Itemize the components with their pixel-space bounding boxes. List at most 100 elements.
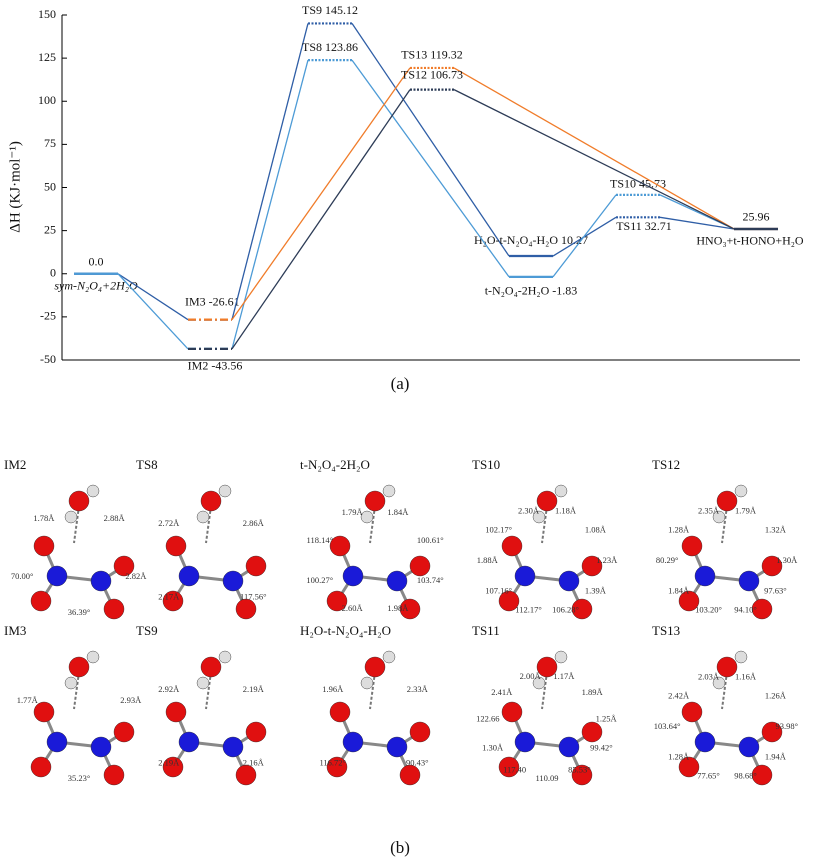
atom <box>360 510 374 524</box>
atom <box>162 590 184 612</box>
measure-label: 85.53° <box>568 765 591 775</box>
y-tick-label: -25 <box>40 309 56 323</box>
connector <box>231 23 309 320</box>
measure-label: 1.77Å <box>17 695 39 705</box>
h-bond <box>205 505 212 544</box>
measure-label: 2.82Å <box>125 571 147 581</box>
measure-label: 1.89Å <box>582 687 604 697</box>
connector <box>231 67 411 321</box>
measure-label: 77.65° <box>697 770 720 780</box>
atom <box>694 565 716 587</box>
measure-label: 2.17Å <box>158 592 180 602</box>
measure-label: 94.10° <box>734 604 757 614</box>
measure-label: 2.41Å <box>491 687 513 697</box>
atom <box>113 555 135 577</box>
measure-label: 112.17° <box>515 604 541 614</box>
panel-label: (a) <box>391 374 410 393</box>
value-label: TS13 119.32 <box>401 48 463 62</box>
atom <box>514 565 536 587</box>
measure-label: 2.30Å <box>518 505 540 515</box>
connector <box>552 194 617 278</box>
atom <box>196 676 210 690</box>
structure-title: t-N₂O₄-2H₂O <box>300 457 370 472</box>
measure-label: 2.19Å <box>158 758 180 768</box>
value-label: TS8 123.86 <box>302 40 358 54</box>
value-label: 25.96 <box>743 210 770 224</box>
atom <box>581 555 603 577</box>
measure-label: 107.16° <box>485 586 512 596</box>
y-tick-label: 150 <box>38 7 56 21</box>
h-bond <box>369 505 376 544</box>
measure-label: 36.39° <box>68 607 91 617</box>
measure-label: 1.78Å <box>33 513 55 523</box>
connector <box>117 273 189 321</box>
atom <box>382 650 396 664</box>
measure-label: 2.00Å <box>520 671 542 681</box>
connector <box>453 67 735 230</box>
atom <box>218 650 232 664</box>
measure-label: 103.20° <box>695 604 722 614</box>
atom <box>678 756 700 778</box>
atom <box>751 598 773 620</box>
atom <box>326 756 348 778</box>
measure-label: 1.32Å <box>765 524 787 534</box>
measure-label: 1.16Å <box>735 671 757 681</box>
measure-label: 93.98° <box>776 721 799 731</box>
atom <box>46 731 68 753</box>
measure-label: 97.63° <box>764 586 787 596</box>
measure-label: 2.03Å <box>698 671 720 681</box>
atom <box>326 590 348 612</box>
connector <box>231 89 411 350</box>
measure-label: 1.28Å <box>668 752 690 762</box>
atom <box>342 565 364 587</box>
atom <box>178 731 200 753</box>
atom <box>712 676 726 690</box>
atom <box>46 565 68 587</box>
atom <box>571 764 593 786</box>
measure-label: 1.79Å <box>342 507 364 517</box>
atom <box>571 598 593 620</box>
atom <box>409 555 431 577</box>
atom <box>165 535 187 557</box>
atom <box>30 590 52 612</box>
atom <box>364 490 386 512</box>
atom <box>382 484 396 498</box>
structure-title: TS11 <box>472 623 500 638</box>
measure-label: 2.16Å <box>243 758 265 768</box>
atom <box>738 570 760 592</box>
atom <box>536 490 558 512</box>
measure-label: 118.14° <box>307 535 333 545</box>
measure-label: 2.33Å <box>407 684 429 694</box>
h-bond <box>541 671 548 710</box>
atom <box>329 701 351 723</box>
structure-title: IM3 <box>4 623 26 638</box>
measure-label: 1.84Å <box>387 507 409 517</box>
atom <box>30 756 52 778</box>
h-bond <box>369 671 376 710</box>
atom <box>245 721 267 743</box>
measure-label: 1.96Å <box>322 684 344 694</box>
structure-title: TS10 <box>472 457 500 472</box>
atom <box>716 490 738 512</box>
atom <box>103 598 125 620</box>
measure-label: 1.18Å <box>555 505 577 515</box>
atom <box>501 701 523 723</box>
measure-label: 2.88Å <box>104 513 126 523</box>
atom <box>68 490 90 512</box>
measure-label: 100.27° <box>306 575 333 585</box>
measure-label: 102.17° <box>485 524 512 534</box>
value-label: IM2 -43.56 <box>188 359 243 373</box>
measure-label: 103.64° <box>654 721 681 731</box>
connector <box>659 216 735 230</box>
atom <box>165 701 187 723</box>
atom <box>399 764 421 786</box>
atom <box>162 756 184 778</box>
atom <box>751 764 773 786</box>
y-axis-label: ΔH (KJ·mol⁻¹) <box>7 141 23 233</box>
y-tick-label: 25 <box>44 222 56 236</box>
structure-title: TS8 <box>136 457 158 472</box>
atom <box>761 555 783 577</box>
atom <box>734 650 748 664</box>
atom <box>33 701 55 723</box>
structure-title: H₂O-t-N₂O₄-H₂O <box>300 623 391 638</box>
